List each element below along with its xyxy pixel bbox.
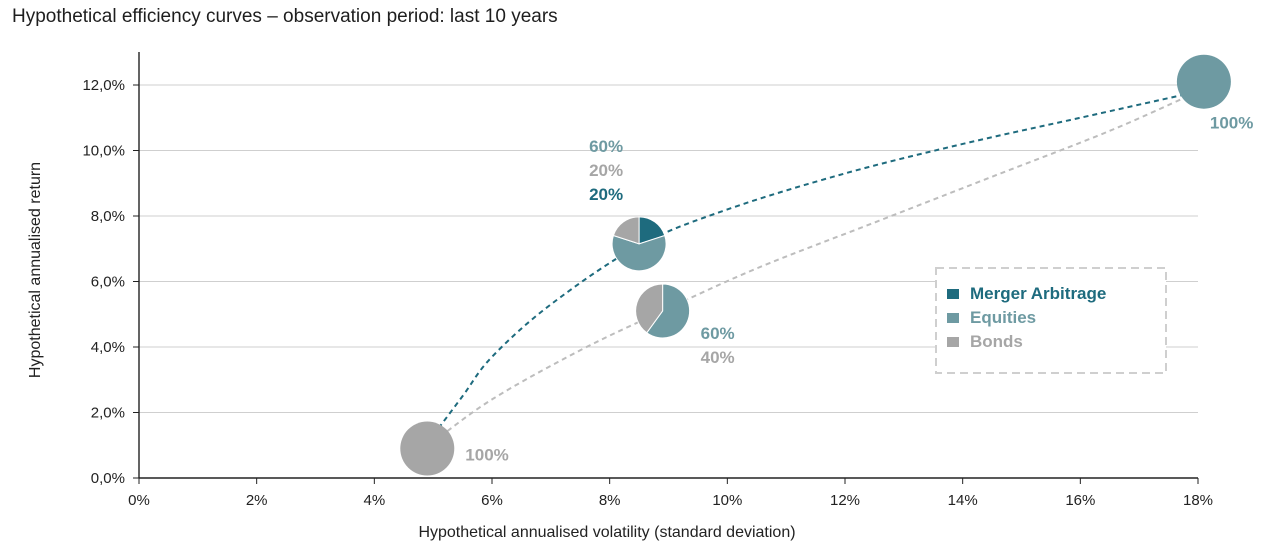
pie-slice-mix-60-40-equities bbox=[646, 283, 691, 339]
data-label-mix-60-40: 40% bbox=[701, 348, 735, 367]
portfolio-labels: 100% 60% 20% 20% 60% 40% 100% bbox=[465, 114, 1253, 465]
y-tick-label: 12,0% bbox=[82, 77, 125, 94]
data-label-mix-60-20-20: 20% bbox=[589, 161, 623, 180]
x-tick-label: 2% bbox=[246, 492, 268, 509]
x-tick-label: 18% bbox=[1183, 492, 1213, 509]
legend-swatch bbox=[947, 337, 959, 347]
efficiency-curves bbox=[432, 90, 1199, 443]
x-tick-label: 4% bbox=[363, 492, 385, 509]
chart-title: Hypothetical efficiency curves – observa… bbox=[12, 6, 558, 27]
x-tick-label: 8% bbox=[599, 492, 621, 509]
x-tick-label: 14% bbox=[948, 492, 978, 509]
data-label-mix-60-20-20: 60% bbox=[589, 137, 623, 156]
curve-without-merger-arbitrage bbox=[432, 90, 1199, 443]
x-tick-label: 10% bbox=[712, 492, 742, 509]
legend-label: Bonds bbox=[970, 332, 1023, 351]
x-tick-label: 6% bbox=[481, 492, 503, 509]
portfolio-pies bbox=[400, 54, 1231, 476]
legend-label: Merger Arbitrage bbox=[970, 284, 1106, 303]
curve-with-merger-arbitrage bbox=[432, 90, 1199, 437]
pie-slice-equities-100 bbox=[1176, 54, 1231, 109]
pie-slice-bonds-100 bbox=[400, 421, 455, 476]
y-axis-title: Hypothetical annualised return bbox=[27, 162, 44, 378]
pie-slice-mix-60-20-20-equities bbox=[611, 234, 667, 272]
y-tick-label: 10,0% bbox=[82, 143, 125, 160]
data-label-bonds-100: 100% bbox=[465, 446, 508, 465]
data-label-mix-60-20-20: 20% bbox=[589, 185, 623, 204]
y-tick-label: 2,0% bbox=[91, 405, 125, 422]
x-tick-label: 12% bbox=[830, 492, 860, 509]
x-tick-label: 0% bbox=[128, 492, 150, 509]
legend-swatch bbox=[947, 289, 959, 299]
x-axis-title: Hypothetical annualised volatility (stan… bbox=[418, 524, 795, 541]
legend-swatch bbox=[947, 313, 959, 323]
pie-slice-mix-60-40-bonds bbox=[635, 283, 664, 334]
data-label-equities-100: 100% bbox=[1210, 114, 1253, 133]
legend: Merger Arbitrage Equities Bonds bbox=[935, 267, 1167, 374]
legend-box bbox=[935, 267, 1167, 374]
axes: 0,0% 2,0% 4,0% 6,0% 8,0% 10,0% 12,0% 0% 2% 4% 6% 8%… bbox=[82, 52, 1213, 509]
data-label-mix-60-40: 60% bbox=[701, 324, 735, 343]
y-tick-label: 6,0% bbox=[91, 274, 125, 291]
x-tick-label: 16% bbox=[1065, 492, 1095, 509]
pie-slice-mix-60-20-20-bonds bbox=[612, 216, 640, 245]
y-tick-label: 0,0% bbox=[91, 470, 125, 487]
y-tick-label: 8,0% bbox=[91, 208, 125, 225]
y-tick-label: 4,0% bbox=[91, 339, 125, 356]
legend-label: Equities bbox=[970, 308, 1036, 327]
